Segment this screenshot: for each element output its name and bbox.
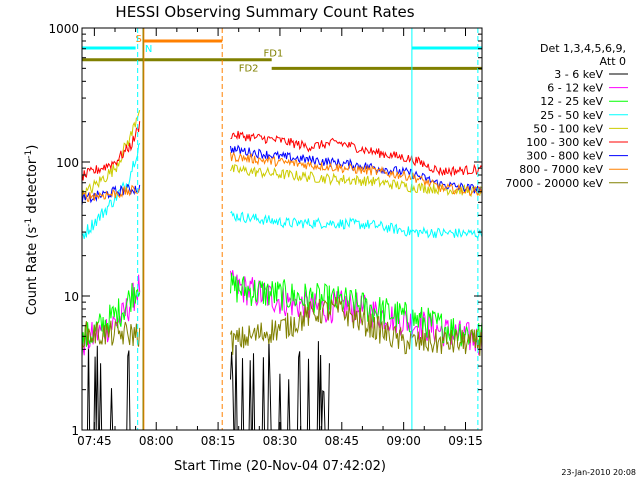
y-tick-label: 1	[71, 424, 79, 438]
series-line-2-seg-2	[230, 270, 483, 356]
series-line-7-seg-1	[81, 184, 141, 206]
series-line-1-seg-2	[230, 339, 330, 431]
x-axis-label: Start Time (20-Nov-04 07:42:02)	[174, 459, 386, 474]
legend-label-1: 3 - 6 keV	[554, 68, 603, 81]
x-tick-label: 08:30	[263, 434, 298, 448]
series-line-6-seg-2	[230, 130, 483, 178]
series-line-9-seg-1	[81, 320, 141, 349]
series-group	[81, 109, 483, 431]
x-tick-label: 09:15	[448, 434, 483, 448]
y-tick-label: 1000	[48, 22, 79, 36]
series-line-4-seg-1	[81, 143, 141, 240]
x-tick-label: 08:00	[139, 434, 174, 448]
x-tick-label: 09:00	[386, 434, 421, 448]
legend-label-4: 25 - 50 keV	[540, 109, 603, 122]
series-line-1-seg-1	[82, 341, 138, 431]
legend-header: Det 1,3,4,5,6,9,	[540, 42, 626, 55]
legend-label-3: 12 - 25 keV	[540, 95, 603, 108]
legend-label-6: 100 - 300 keV	[526, 136, 603, 149]
legend-label-5: 50 - 100 keV	[533, 122, 603, 135]
series-line-6-seg-1	[81, 121, 141, 181]
x-tick-label: 08:15	[201, 434, 236, 448]
axes: 1 10 100 1000 07:45 08:00 08:15 08:30 08:45 09:00…	[48, 22, 482, 448]
x-tick-label: 07:45	[77, 434, 112, 448]
x-tick-label: 08:45	[324, 434, 359, 448]
y-tick-label: 100	[56, 156, 79, 170]
series-line-3-seg-2	[230, 272, 483, 347]
fd1-label: FD1	[263, 49, 283, 60]
series-line-4-seg-2	[230, 210, 483, 240]
plot-frame	[81, 27, 483, 431]
series-line-8-seg-2	[230, 151, 483, 196]
chart-title: HESSI Observing Summary Count Rates	[115, 3, 414, 21]
y-tick-label: 10	[64, 290, 79, 304]
saa-label: S	[135, 34, 141, 45]
legend-label-8: 800 - 7000 keV	[519, 163, 603, 176]
footer-timestamp: 23-Jan-2010 20:08	[561, 468, 636, 477]
fd2-label: FD2	[239, 63, 259, 74]
series-line-9-seg-2	[230, 297, 483, 356]
legend-label-2: 6 - 12 keV	[547, 82, 603, 95]
legend-header: Att 0	[600, 55, 626, 68]
status-bars: SN FD1 FD2	[82, 34, 482, 74]
night-label: N	[145, 44, 152, 55]
legend-label-9: 7000 - 20000 keV	[505, 177, 603, 190]
time-markers	[137, 28, 479, 430]
series-line-5-seg-2	[230, 164, 483, 198]
series-line-8-seg-1	[81, 184, 141, 202]
legend-label-7: 300 - 800 keV	[526, 150, 603, 163]
y-axis-label: Count Rate (s-1 detector-1)	[24, 145, 40, 316]
